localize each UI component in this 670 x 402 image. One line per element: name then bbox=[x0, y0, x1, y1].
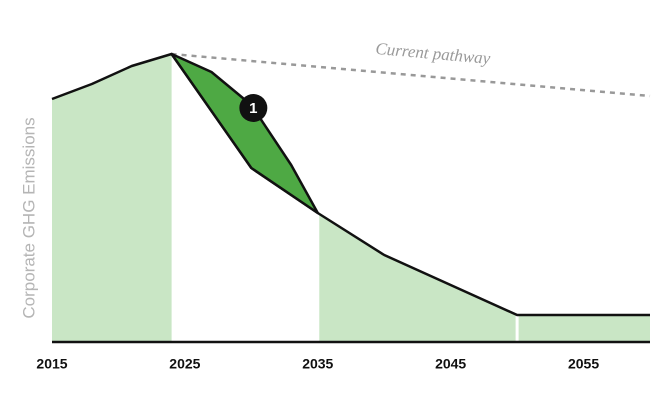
current-pathway-line bbox=[171, 52, 651, 98]
annotation-badge-label: 1 bbox=[249, 100, 257, 117]
shaded-area bbox=[52, 54, 172, 342]
x-tick-label: 2015 bbox=[36, 356, 67, 372]
shaded-area bbox=[518, 315, 650, 342]
annotation: Current pathway bbox=[375, 39, 492, 68]
y-axis-label: Corporate GHG Emissions bbox=[19, 117, 38, 318]
x-tick-label: 2035 bbox=[302, 356, 333, 372]
x-tick-label: 2045 bbox=[435, 356, 466, 372]
annotation-badge bbox=[239, 94, 268, 122]
x-tick-label: 2025 bbox=[169, 356, 200, 372]
accelerated-area bbox=[170, 52, 320, 215]
x-tick-label: 2055 bbox=[568, 356, 599, 372]
